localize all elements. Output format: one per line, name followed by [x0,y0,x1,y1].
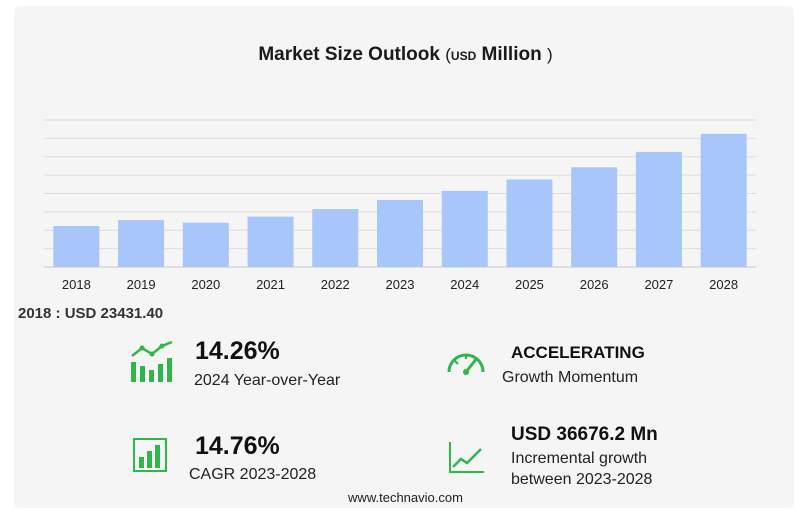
x-tick-label: 2020 [191,277,220,292]
unit-open: ( [445,45,451,64]
x-axis-ticks: 2018 2019 2020 2021 2022 2023 2024 2025 2026 2027… [62,277,738,292]
bar-2019 [118,220,165,267]
x-tick-label: 2018 [62,277,91,292]
chart-title: Market Size Outlook (USD Million ) [0,44,811,66]
x-tick-label: 2025 [515,277,544,292]
cagr-value: 14.76% [195,432,280,460]
bar-2026 [571,167,618,267]
unit-scale: Million [481,44,542,65]
chart-title-text: Market Size Outlook [258,44,440,65]
incremental-value: USD 36676.2 Mn [511,424,658,445]
bar-2023 [377,199,423,267]
x-tick-label: 2019 [127,277,156,292]
unit-close: ) [546,45,553,64]
line-chart-icon [449,442,484,473]
bar-2025 [506,179,553,267]
bar-2024 [441,190,488,267]
bar-2020 [182,222,229,267]
x-tick-label: 2023 [386,277,415,292]
speedometer-icon [447,353,485,375]
footer-url: www.technavio.com [348,490,463,505]
chart-bars [53,133,747,267]
momentum-label: Growth Momentum [502,369,639,386]
incremental-label-line1: Incremental growth [511,450,648,467]
x-tick-label: 2027 [644,277,673,292]
yoy-value: 14.26% [195,337,280,365]
bar-chart: 2018 2019 2020 2021 2022 2023 2024 2025 2026 2027… [44,119,756,292]
x-tick-label: 2021 [256,277,285,292]
yoy-label: 2024 Year-over-Year [194,372,341,389]
bar-2018 [53,225,100,267]
bar-chart-icon [133,438,167,472]
bar-2027 [635,151,682,267]
momentum-value: ACCELERATING [511,343,645,362]
cagr-label: CAGR 2023-2028 [189,466,317,483]
bar-2028 [700,133,747,267]
bar-2022 [312,209,359,267]
x-tick-label: 2026 [580,277,609,292]
incremental-label-line2: between 2023-2028 [511,471,653,488]
x-tick-label: 2028 [709,277,738,292]
x-tick-label: 2022 [321,277,350,292]
unit-currency: USD [450,49,477,63]
x-tick-label: 2024 [450,277,479,292]
bar-2021 [247,216,294,267]
base-year-value: 2018 : USD 23431.40 [18,305,164,322]
growth-line-bars-icon [131,340,173,382]
